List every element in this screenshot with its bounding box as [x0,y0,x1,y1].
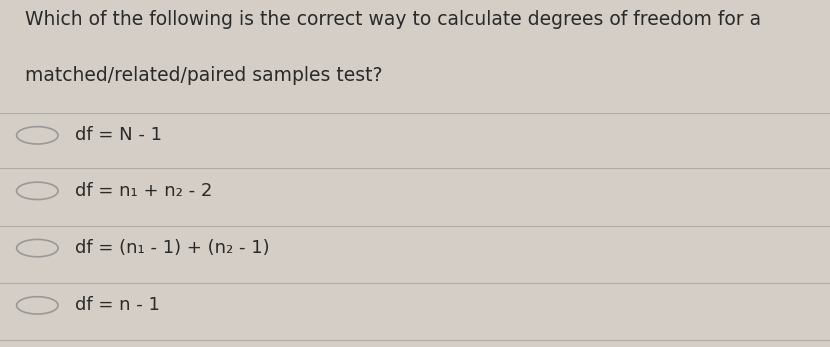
Text: df = n₁ + n₂ - 2: df = n₁ + n₂ - 2 [75,182,212,200]
Text: matched/related/paired samples test?: matched/related/paired samples test? [25,66,383,85]
Text: df = (n₁ - 1) + (n₂ - 1): df = (n₁ - 1) + (n₂ - 1) [75,239,269,257]
Text: df = N - 1: df = N - 1 [75,126,162,144]
Text: df = n - 1: df = n - 1 [75,296,159,314]
Text: Which of the following is the correct way to calculate degrees of freedom for a: Which of the following is the correct wa… [25,10,761,29]
